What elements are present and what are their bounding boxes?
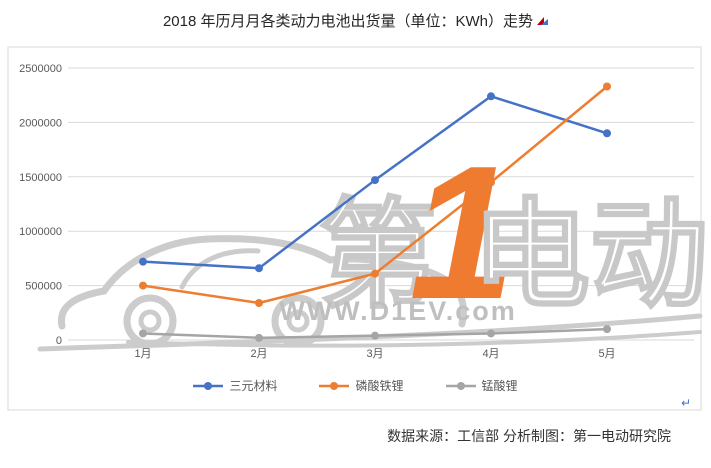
data-point <box>139 281 147 290</box>
x-axis-label: 5月 <box>598 348 615 360</box>
legend-item-1: 三元材料 <box>193 377 277 394</box>
data-point <box>487 92 495 101</box>
legend-marker-icon <box>445 381 476 390</box>
x-axis-label: 2月 <box>250 348 267 360</box>
data-point <box>371 269 379 278</box>
data-point <box>255 299 263 308</box>
watermark-brand-right: 电动 <box>472 190 708 322</box>
data-point <box>487 329 495 338</box>
watermark-url: WWW.D1EV.com <box>279 296 517 326</box>
y-axis-label: 1000000 <box>19 226 62 238</box>
data-point <box>139 329 147 338</box>
axis-layer: 0 500000 1000000 1500000 2000000 2500000 1月 2月 3… <box>19 63 615 360</box>
legend-label: 三元材料 <box>229 379 278 393</box>
x-axis-label: 1月 <box>134 348 151 360</box>
y-axis-label: 500000 <box>25 281 62 293</box>
watermark-brand-left: 第 <box>319 190 437 322</box>
data-point <box>371 176 379 185</box>
legend-marker-icon <box>193 381 224 390</box>
legend-item-3: 锰酸锂 <box>445 377 518 394</box>
y-axis-label: 2500000 <box>19 63 62 75</box>
watermark-car-icon <box>37 235 703 352</box>
data-point <box>371 331 379 340</box>
y-axis-label: 1500000 <box>19 172 62 184</box>
title-marker-icon <box>537 16 549 26</box>
data-point <box>603 129 611 138</box>
legend-item-2: 磷酸铁锂 <box>319 377 404 394</box>
legend-label: 磷酸铁锂 <box>355 379 404 393</box>
y-axis-label: 2000000 <box>19 117 62 129</box>
chart-title-bar: 2018 年历月月各类动力电池出货量（单位：KWh）走势 <box>0 10 711 31</box>
corner-marker-icon: ↵ <box>681 396 692 410</box>
x-axis-label: 4月 <box>482 348 499 360</box>
chart-frame <box>7 46 702 411</box>
source-note: 数据来源：工信部 分析制图：第一电动研究院 <box>387 428 671 444</box>
series-layer <box>139 82 611 342</box>
x-axis-label: 3月 <box>366 348 383 360</box>
legend-marker-icon <box>319 381 350 390</box>
watermark: 第 1 电动 WWW.D1EV.com <box>37 127 709 352</box>
page-title: 2018 年历月月各类动力电池出货量（单位：KWh）走势 <box>162 13 534 30</box>
y-axis-label: 0 <box>56 335 62 347</box>
chart-legend: 三元材料 磷酸铁锂 锰酸锂 <box>0 377 711 394</box>
data-point <box>487 178 495 187</box>
data-point <box>255 333 263 342</box>
data-point <box>255 264 263 273</box>
data-point <box>603 325 611 334</box>
data-point <box>139 257 147 266</box>
legend-label: 锰酸锂 <box>481 379 518 393</box>
data-point <box>603 82 611 91</box>
